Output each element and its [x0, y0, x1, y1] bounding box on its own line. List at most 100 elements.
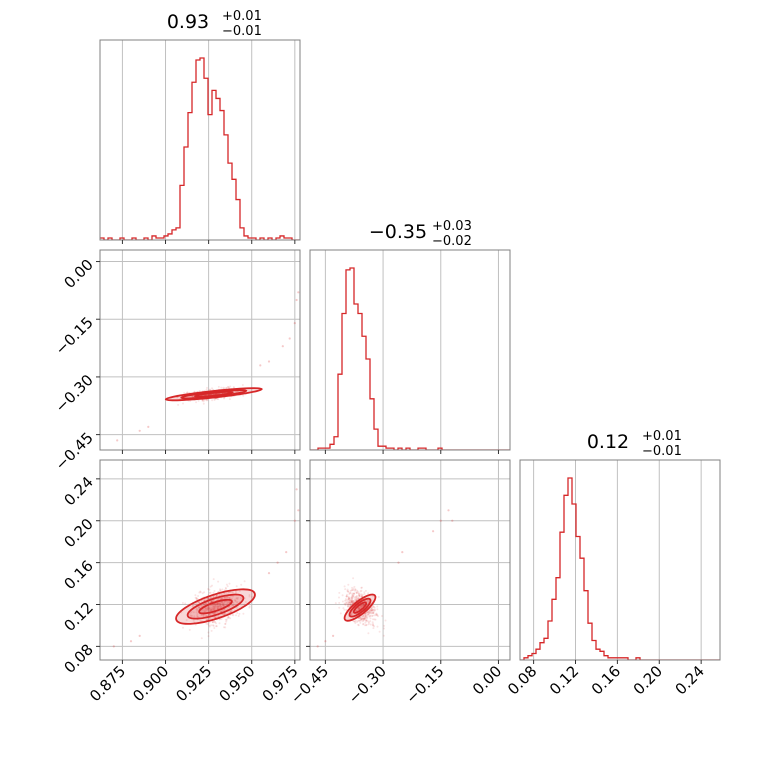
scatter-point [209, 591, 212, 594]
grid [310, 460, 510, 660]
scatter-point [206, 606, 209, 609]
scatter-point [236, 606, 238, 609]
ticks [96, 478, 296, 664]
scatter-point [352, 620, 355, 623]
scatter-point [338, 606, 341, 609]
scatter-point [358, 595, 361, 598]
scatter-point [218, 602, 221, 605]
scatter-point [216, 605, 219, 608]
scatter-point [372, 611, 375, 614]
scatter-point [347, 600, 350, 603]
scatter-point [346, 602, 349, 605]
scatter-point [363, 617, 366, 620]
scatter-point [209, 585, 212, 588]
scatter-point [220, 386, 223, 389]
scatter-point [222, 604, 225, 607]
scatter-point [347, 601, 350, 604]
scatter-point [212, 607, 215, 610]
scatter-point [365, 611, 368, 614]
scatter-point [217, 398, 220, 401]
scatter-point [355, 609, 358, 612]
scatter-point [229, 591, 232, 594]
scatter-point [208, 588, 211, 591]
title-plus-error: +0.01 [642, 429, 682, 444]
scatter-point [343, 585, 346, 588]
scatter-point [219, 589, 221, 592]
scatter-point [213, 606, 216, 609]
scatter-point [206, 608, 209, 611]
scatter-point [232, 604, 235, 607]
scatter-point [240, 597, 242, 600]
scatter-point [361, 593, 364, 596]
scatter-point [212, 605, 215, 608]
scatter-point [350, 613, 353, 615]
scatter-point [208, 624, 210, 627]
scatter-point [195, 607, 198, 610]
scatter-point [357, 623, 360, 626]
scatter-point [365, 624, 368, 627]
scatter-point [208, 591, 211, 594]
scatter-point [356, 598, 359, 601]
scatter-point [355, 597, 358, 600]
scatter-point [351, 586, 353, 589]
scatter-point [211, 620, 214, 623]
scatter-point [352, 577, 355, 580]
pair-panel-param-2-vs-param-3 [306, 459, 511, 664]
scatter-point [216, 602, 219, 605]
scatter-point [220, 606, 223, 609]
scatter-point [295, 298, 298, 302]
scatter-point [225, 583, 228, 586]
scatter-point [316, 645, 319, 648]
scatter-point [211, 387, 213, 390]
scatter-point [190, 610, 193, 613]
scatter-point [349, 592, 352, 595]
scatter-point [224, 596, 226, 599]
scatter-point [221, 602, 224, 605]
scatter-point [345, 595, 348, 598]
scatter-point [225, 618, 228, 621]
scatter-point [196, 612, 199, 615]
scatter-point [367, 613, 370, 615]
scatter-point [352, 599, 355, 602]
scatter-point [354, 622, 357, 624]
scatter-point [356, 621, 358, 623]
scatter-point [359, 619, 362, 622]
pair-panel-param-1-vs-param-2 [96, 249, 301, 454]
scatter-point [364, 615, 367, 618]
grid [100, 250, 300, 450]
scatter-point [364, 616, 367, 619]
scatter-point [204, 602, 207, 605]
scatter-point [220, 601, 223, 604]
scatter-point [366, 619, 369, 622]
scatter-point [195, 597, 198, 600]
scatter-point [205, 622, 208, 625]
scatter-point [227, 616, 230, 619]
scatter-point [358, 595, 361, 598]
scatter-point [232, 614, 235, 617]
histogram-panel-param-1: 0.93 +0.01 −0.01 [99, 9, 301, 244]
scatter-point [439, 519, 442, 522]
scatter-point [205, 399, 208, 402]
scatter-point [350, 598, 353, 601]
scatter-point [367, 592, 370, 595]
scatter-point [192, 619, 195, 622]
scatter-point [367, 613, 370, 615]
scatter-point [196, 615, 199, 618]
scatter-point [191, 395, 194, 398]
scatter-point [204, 599, 207, 602]
scatter-point [196, 614, 199, 617]
scatter-point [195, 598, 198, 601]
scatter-point [352, 589, 355, 592]
title-param-3: 0.12 [587, 431, 629, 453]
scatter-point [213, 616, 216, 619]
scatter-point [204, 607, 207, 610]
scatter-point [236, 612, 239, 614]
scatter-point [352, 587, 355, 590]
scatter-point [242, 394, 245, 397]
scatter-point [357, 592, 360, 595]
scatter-point [347, 590, 350, 593]
scatter-point [355, 592, 358, 594]
scatter-point [297, 291, 300, 294]
scatter-point [193, 615, 196, 618]
